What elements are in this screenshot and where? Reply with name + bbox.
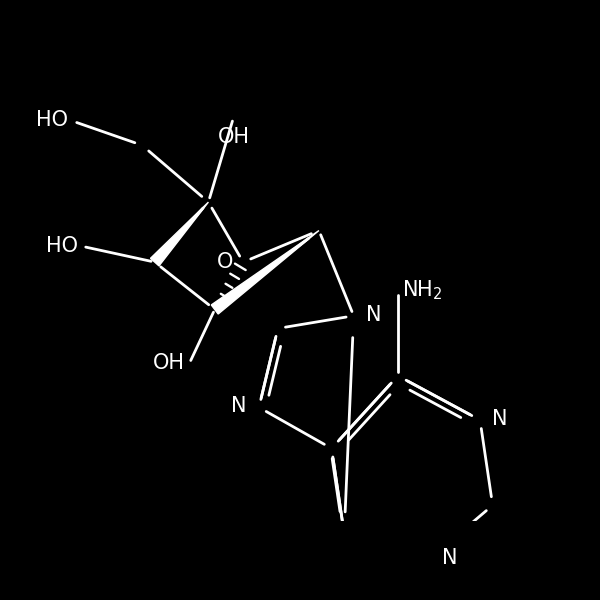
Text: NH$_2$: NH$_2$ [401, 279, 442, 302]
Text: N: N [442, 548, 457, 568]
Text: N: N [366, 305, 382, 325]
Polygon shape [151, 202, 208, 266]
Text: HO: HO [36, 110, 68, 130]
Text: N: N [493, 409, 508, 429]
Text: N: N [231, 396, 247, 416]
Polygon shape [211, 230, 319, 314]
Text: O: O [217, 252, 233, 272]
Text: OH: OH [153, 353, 185, 373]
Text: HO: HO [46, 236, 78, 256]
Text: OH: OH [218, 127, 250, 147]
